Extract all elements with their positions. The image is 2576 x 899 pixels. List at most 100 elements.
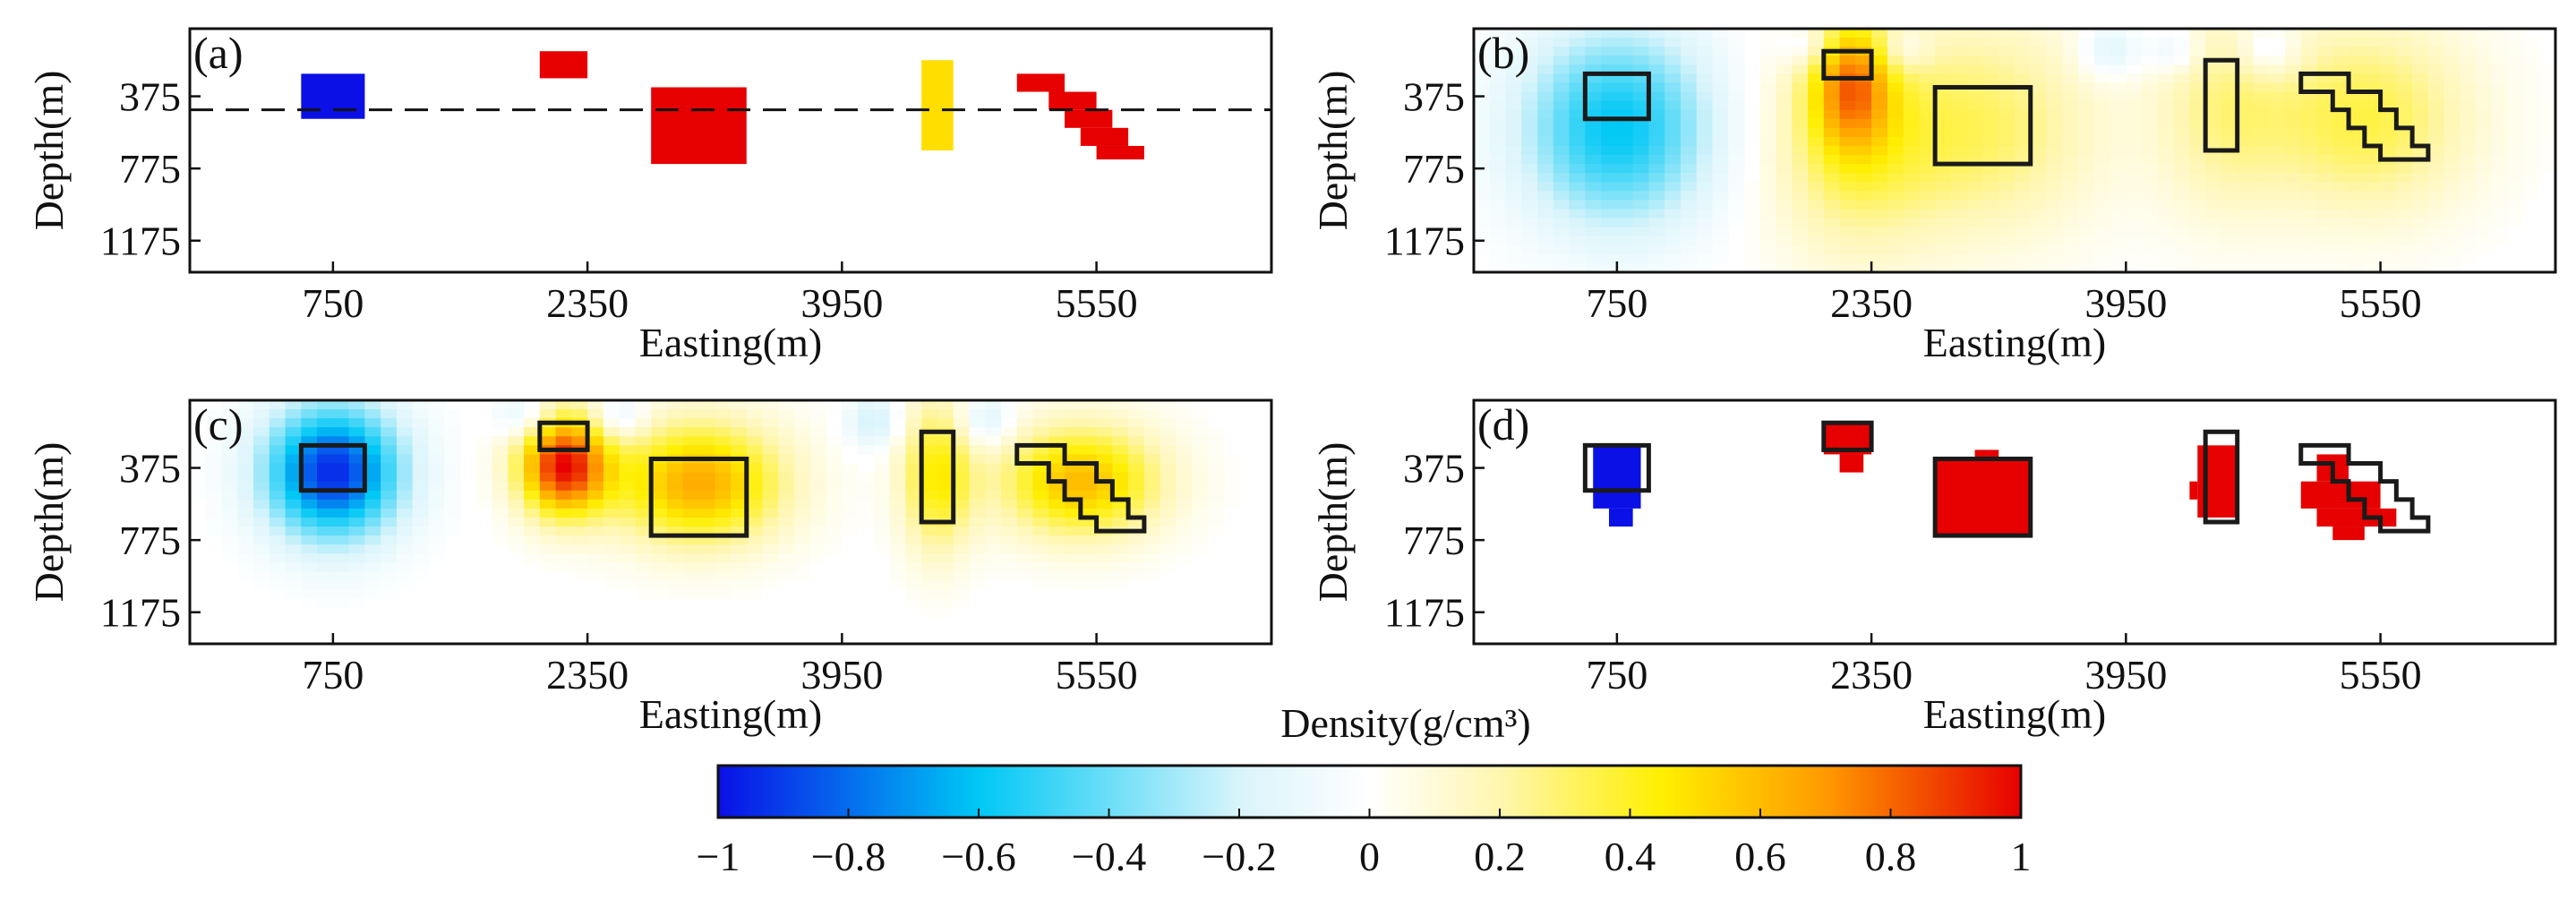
density-cell	[2364, 235, 2382, 246]
density-cell	[1048, 562, 1065, 573]
density-cell	[285, 589, 302, 600]
density-cell	[666, 517, 684, 527]
density-cell	[2491, 173, 2509, 183]
density-cell	[1489, 191, 1507, 201]
density-cell	[285, 544, 302, 554]
density-cell	[2205, 73, 2222, 84]
density-cell	[1680, 109, 1698, 120]
density-cell	[508, 409, 525, 419]
density-cell	[2507, 91, 2525, 102]
density-cell	[1474, 244, 1491, 255]
density-cell	[412, 445, 430, 456]
density-cell	[1474, 136, 1491, 147]
density-cell	[1648, 100, 1665, 111]
density-cell	[1935, 100, 1952, 111]
density-cell	[2491, 56, 2509, 65]
density-cell	[2523, 164, 2540, 174]
density-cell	[794, 517, 811, 527]
density-cell	[2285, 64, 2302, 74]
density-cell	[1601, 173, 1618, 183]
density-cell	[1048, 527, 1065, 536]
density-cell	[921, 535, 938, 545]
density-cell	[1665, 209, 1682, 219]
density-cell	[1585, 64, 1602, 74]
density-cell	[2380, 244, 2397, 255]
density-cell	[1744, 244, 1761, 255]
density-cell	[348, 589, 366, 600]
density-cell	[2380, 56, 2397, 65]
density-cell	[1553, 164, 1570, 174]
density-cell	[1601, 182, 1618, 192]
density-cell	[396, 463, 414, 474]
density-cell	[2189, 64, 2206, 74]
density-cell	[842, 418, 859, 428]
density-cell	[1855, 235, 1872, 246]
density-cell	[953, 517, 971, 527]
density-cell	[1521, 235, 1538, 246]
density-cell	[1001, 527, 1018, 536]
density-cell	[237, 490, 254, 501]
density-cell	[1919, 100, 1936, 111]
density-cell	[2349, 244, 2366, 255]
density-cell	[1569, 56, 1586, 65]
density-cell	[1792, 227, 1809, 237]
density-cell	[1585, 209, 1602, 219]
density-cell	[953, 527, 971, 536]
density-cell	[1096, 553, 1113, 563]
y-tick-label: 375	[119, 446, 181, 492]
density-cell	[1143, 472, 1161, 483]
density-cell	[269, 427, 287, 437]
density-cell	[1665, 182, 1682, 192]
density-cell	[1648, 244, 1665, 255]
density-cell	[873, 409, 891, 419]
density-cell	[1648, 253, 1665, 264]
density-cell	[2269, 191, 2286, 201]
density-cell	[1839, 244, 1856, 255]
density-cell	[1808, 118, 1825, 129]
density-cell	[619, 445, 637, 456]
density-cell	[1080, 508, 1098, 518]
density-cell	[1998, 118, 2015, 129]
density-cell	[1143, 481, 1161, 492]
density-cell	[1160, 535, 1177, 545]
density-cell	[1680, 73, 1698, 84]
density-cell	[1160, 463, 1177, 474]
density-cell	[2460, 136, 2477, 147]
density-cell	[2269, 244, 2286, 255]
density-cell	[539, 472, 557, 483]
density-cell	[1903, 82, 1921, 93]
density-cell	[1808, 182, 1825, 192]
density-cell	[2078, 136, 2095, 147]
density-cell	[1065, 562, 1082, 573]
density-cell	[1982, 227, 1999, 237]
density-cell	[2110, 29, 2127, 39]
density-cell	[2332, 244, 2349, 255]
density-cell	[2396, 118, 2413, 129]
density-cell	[2062, 155, 2079, 165]
density-cell	[1855, 262, 1872, 272]
density-cell	[2062, 100, 2079, 111]
density-cell	[1871, 82, 1888, 93]
density-cell	[2523, 173, 2540, 183]
density-cell	[1616, 155, 1634, 165]
density-cell	[2443, 262, 2461, 272]
density-cell	[2237, 209, 2255, 219]
density-cell	[2046, 91, 2063, 102]
density-cell	[809, 508, 827, 518]
panel-c-plot	[190, 400, 1271, 644]
density-cell	[2221, 155, 2238, 165]
density-cell	[1728, 109, 1745, 120]
density-cell	[285, 472, 302, 483]
density-cell	[2443, 253, 2461, 264]
density-cell	[2476, 109, 2493, 120]
density-cell	[1982, 109, 1999, 120]
density-cell	[237, 571, 254, 582]
y-tick-label: 1175	[100, 218, 181, 264]
y-tick-label: 775	[119, 518, 181, 563]
density-cell	[2396, 191, 2413, 201]
density-cell	[2443, 38, 2461, 47]
density-cell	[889, 490, 907, 501]
density-cell	[1808, 235, 1825, 246]
density-cell	[2380, 227, 2397, 237]
density-cell	[873, 472, 891, 483]
